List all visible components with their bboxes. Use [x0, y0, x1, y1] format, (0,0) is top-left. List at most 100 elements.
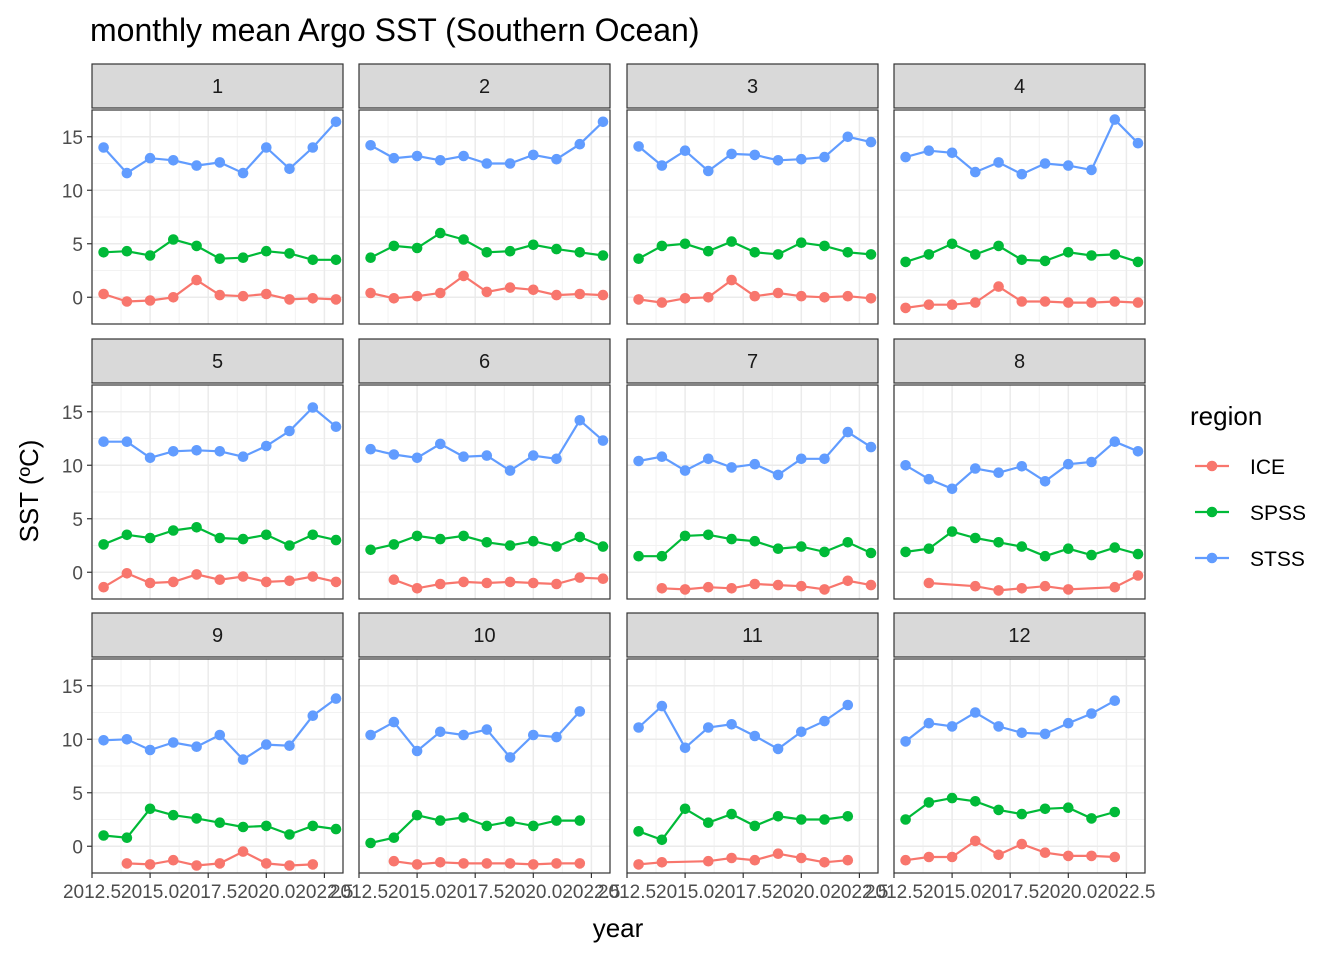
data-point-ice: [144, 295, 156, 306]
panel-border: [91, 658, 344, 874]
data-point-ice: [703, 855, 714, 867]
data-point-ice: [388, 293, 400, 304]
data-point-stss: [703, 453, 714, 465]
data-point-ice: [435, 578, 446, 590]
data-point-spss: [1063, 247, 1074, 258]
data-point-ice: [121, 858, 133, 869]
panel-border: [358, 384, 611, 600]
data-point-stss: [1016, 168, 1028, 180]
data-point-ice: [388, 855, 400, 867]
data-point-spss: [284, 248, 295, 259]
facet-strip: [358, 338, 611, 384]
data-point-stss: [121, 734, 133, 745]
panel-border: [358, 109, 611, 325]
data-point-stss: [633, 141, 644, 152]
data-point-stss: [551, 453, 562, 465]
data-point-stss: [1016, 461, 1028, 472]
data-point-ice: [1086, 297, 1097, 308]
panel-border: [358, 658, 611, 874]
data-point-ice: [574, 858, 586, 869]
data-point-stss: [703, 722, 714, 733]
data-point-spss: [1109, 249, 1121, 260]
data-point-ice: [121, 568, 133, 579]
data-point-spss: [946, 792, 958, 804]
data-point-spss: [1039, 803, 1051, 815]
data-point-stss: [993, 467, 1004, 479]
panel-border: [626, 658, 879, 874]
facet-panel-8: 8: [893, 338, 1146, 600]
data-point-spss: [633, 826, 644, 837]
data-point-stss: [574, 138, 586, 150]
data-point-ice: [1109, 851, 1121, 863]
data-point-spss: [121, 245, 133, 257]
series-line-stss: [637, 704, 849, 751]
panel-border: [626, 109, 879, 325]
data-point-stss: [819, 151, 830, 163]
data-point-stss: [1039, 158, 1051, 169]
data-point-spss: [842, 811, 854, 822]
data-point-stss: [946, 721, 958, 732]
data-point-ice: [597, 573, 609, 584]
data-point-ice: [574, 288, 586, 300]
facet-strip-label: 9: [212, 625, 223, 647]
data-point-stss: [481, 724, 493, 735]
facet-strip: [893, 338, 1146, 384]
data-point-ice: [528, 577, 539, 589]
data-point-spss: [330, 823, 342, 835]
data-point-spss: [191, 813, 202, 824]
data-point-ice: [865, 293, 877, 304]
data-point-spss: [1039, 255, 1051, 267]
data-point-stss: [330, 421, 342, 433]
data-point-spss: [284, 540, 295, 551]
data-point-stss: [388, 716, 400, 728]
data-point-ice: [435, 287, 446, 299]
data-point-ice: [796, 580, 807, 592]
data-point-ice: [1063, 584, 1074, 595]
data-point-spss: [411, 530, 423, 542]
data-point-stss: [597, 435, 609, 446]
panel-border: [91, 384, 344, 600]
data-point-spss: [435, 815, 446, 826]
data-point-stss: [1086, 164, 1097, 176]
data-point-ice: [726, 583, 737, 594]
data-point-stss: [796, 153, 807, 165]
data-point-ice: [528, 859, 539, 870]
data-point-stss: [749, 458, 761, 470]
data-point-spss: [749, 820, 761, 832]
data-point-spss: [703, 817, 714, 828]
data-point-ice: [1016, 296, 1028, 307]
data-point-stss: [168, 155, 179, 166]
data-point-ice: [237, 571, 249, 582]
data-point-stss: [330, 693, 342, 704]
data-point-spss: [993, 537, 1004, 548]
panel-border: [893, 384, 1146, 600]
data-point-spss: [121, 529, 133, 541]
data-point-stss: [796, 726, 807, 738]
legend: region ICE SPSS STSS: [1190, 401, 1306, 571]
data-point-stss: [865, 441, 877, 453]
data-point-stss: [819, 715, 830, 727]
data-point-stss: [900, 460, 911, 471]
data-point-ice: [772, 287, 784, 299]
data-point-stss: [388, 152, 400, 164]
data-point-ice: [923, 577, 935, 589]
data-point-spss: [435, 227, 446, 239]
data-point-spss: [796, 237, 807, 248]
data-point-spss: [819, 240, 830, 252]
data-point-ice: [1039, 847, 1051, 858]
data-point-stss: [946, 147, 958, 159]
facet-panel-7: 7: [626, 338, 879, 600]
data-point-spss: [597, 541, 609, 552]
facet-panel-10: 10 2012.5 2015.0 2017.5 2020.0 2022.5: [330, 612, 620, 903]
y-tick-label: 0: [72, 563, 83, 584]
data-point-stss: [772, 469, 784, 481]
data-point-stss: [574, 706, 586, 717]
data-point-ice: [144, 577, 156, 589]
data-point-stss: [458, 150, 469, 162]
facet-panel-2: 2: [358, 63, 611, 325]
data-point-spss: [481, 537, 493, 548]
facet-strip-label: 4: [1014, 76, 1025, 98]
data-point-ice: [284, 575, 295, 587]
data-point-ice: [144, 859, 156, 870]
